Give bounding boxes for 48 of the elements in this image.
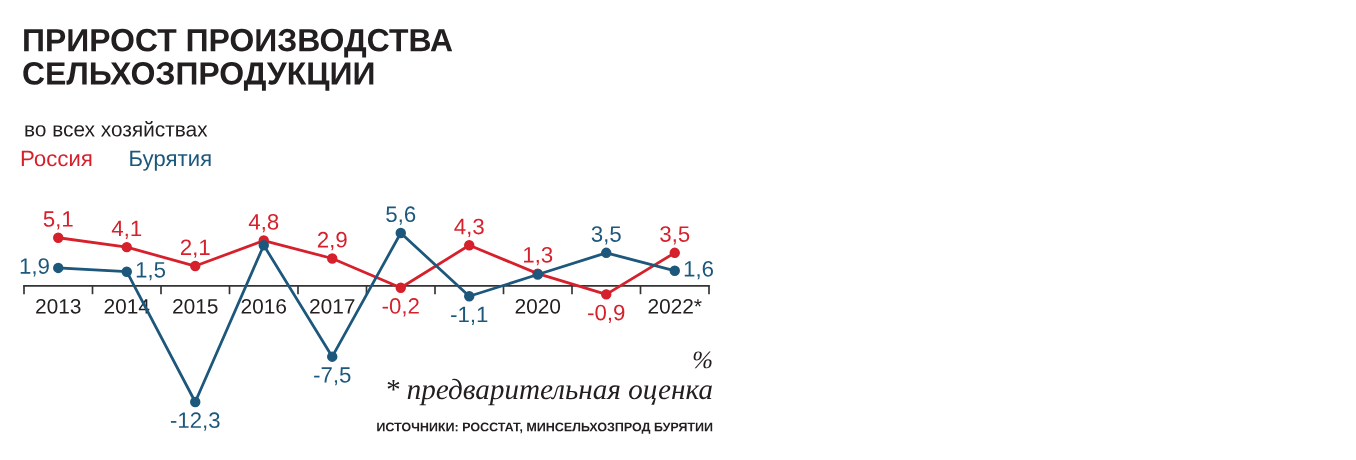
- chart-subtitle: во всех хозяйствах: [25, 120, 208, 137]
- data-label: 3,5: [591, 226, 621, 245]
- point: [464, 291, 475, 302]
- point: [190, 260, 201, 272]
- point: [601, 289, 612, 300]
- point: [601, 247, 612, 259]
- x-tick-label: 2013: [36, 298, 81, 314]
- point: [53, 262, 64, 274]
- data-label: 2,1: [180, 239, 210, 258]
- data-label: -12,3: [170, 412, 220, 431]
- data-label: -0,2: [382, 298, 419, 317]
- data-label: 2,9: [317, 231, 347, 251]
- chart-title: ПРИРОСТ ПРОИЗВОДСТВА СЕЛЬХОЗПРОДУКЦИИ: [23, 28, 453, 91]
- data-label: 1,9: [20, 258, 49, 277]
- data-label: 4,8: [248, 213, 279, 233]
- data-label: -0,9: [588, 304, 625, 324]
- point: [258, 240, 269, 251]
- point: [121, 266, 132, 277]
- data-label: 1,5: [136, 262, 166, 281]
- annotation: * предварительная оценка: [387, 378, 712, 406]
- point: [327, 253, 338, 264]
- point: [395, 227, 406, 239]
- data-label: 1,6: [684, 260, 713, 280]
- point: [190, 396, 201, 408]
- data-label: 4,1: [111, 220, 142, 239]
- data-label: 1,3: [524, 246, 553, 266]
- data-label: 4,3: [454, 218, 484, 238]
- point: [121, 241, 132, 253]
- point: [669, 265, 680, 276]
- x-tick-label: 2016: [241, 298, 287, 314]
- data-label: 3,5: [660, 226, 690, 245]
- data-label: 5,6: [386, 206, 416, 225]
- point: [395, 282, 406, 293]
- text: ИСТОЧНИКИ: РОССТАТ, МИНСЕЛЬХОЗПРОД БУРЯТИИ: [377, 422, 713, 434]
- point: [53, 232, 64, 243]
- x-tick-label: 2017: [310, 298, 355, 314]
- annotation: %: [693, 351, 712, 369]
- data-label: -1,1: [451, 306, 488, 325]
- text: Россия: [21, 150, 92, 167]
- point: [464, 240, 475, 251]
- text: Бурятия: [130, 150, 211, 171]
- data-label: -7,5: [314, 367, 351, 386]
- point: [327, 351, 338, 362]
- x-tick-label: 2015: [173, 298, 218, 314]
- data-label: 5,1: [43, 211, 73, 230]
- x-tick-label: 2022*: [648, 298, 702, 314]
- point: [669, 247, 680, 259]
- x-tick-label: 2020: [515, 298, 561, 314]
